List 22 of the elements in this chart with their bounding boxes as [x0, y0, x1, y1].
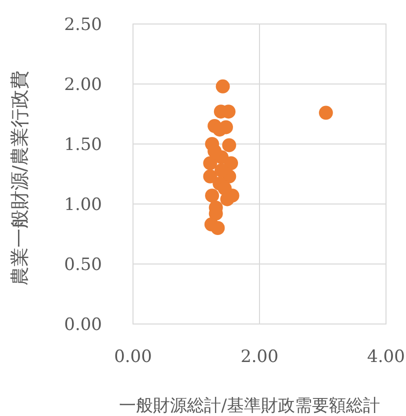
point [205, 188, 220, 203]
y-tick-label: 0.00 [64, 315, 102, 335]
y-tick-label: 0.50 [64, 255, 102, 275]
y-axis-title: 農業一般財源/農業行政費 [9, 70, 31, 286]
y-tick-label: 2.50 [64, 15, 102, 35]
x-tick-label: 2.00 [240, 347, 278, 367]
point [218, 181, 232, 196]
point [203, 169, 218, 184]
x-axis-title: 一般財源総計/基準財政需要額総計 [119, 396, 380, 416]
point [214, 163, 229, 178]
y-tick-label: 1.00 [64, 195, 102, 215]
point [208, 144, 222, 158]
point [216, 79, 230, 94]
point [203, 156, 218, 170]
point [318, 106, 333, 120]
y-tick-label: 1.50 [64, 135, 102, 155]
x-tick-label: 4.00 [367, 347, 405, 367]
y-tick-label: 2.00 [64, 75, 102, 95]
x-tick-label: 0.00 [114, 347, 152, 367]
point [210, 221, 225, 235]
point [212, 122, 227, 137]
point [222, 138, 236, 152]
